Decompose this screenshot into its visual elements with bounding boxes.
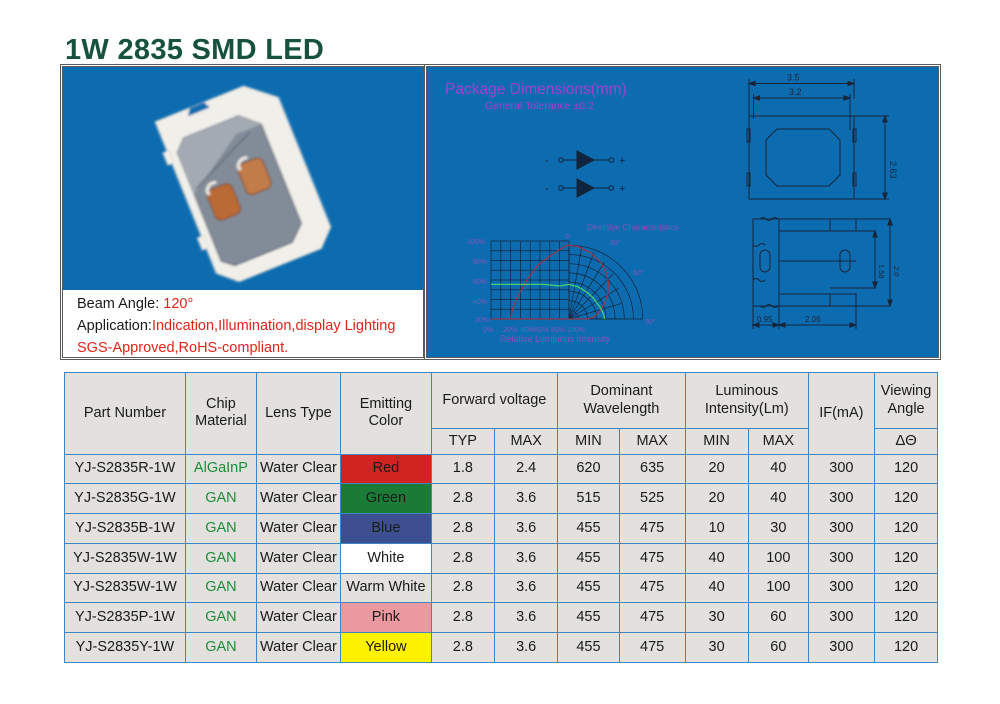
svg-text:20%: 20%	[475, 317, 489, 324]
svg-text:2.06: 2.06	[805, 315, 821, 324]
svg-text:Directive Characteristics: Directive Characteristics	[587, 222, 679, 232]
svg-text:60%: 60%	[473, 279, 487, 286]
svg-text:General Tolerance ±0.2: General Tolerance ±0.2	[485, 100, 594, 112]
svg-text:40%: 40%	[473, 299, 487, 306]
svg-text:Relative Luminous Intensity: Relative Luminous Intensity	[500, 334, 611, 344]
svg-text:+: +	[619, 183, 625, 195]
svg-text:-: -	[545, 155, 549, 167]
svg-text:0%: 0%	[483, 327, 493, 334]
svg-text:2.63: 2.63	[888, 161, 898, 179]
svg-text:100%: 100%	[467, 239, 485, 246]
svg-text:3.2: 3.2	[789, 87, 802, 97]
svg-text:20%: 20%	[503, 327, 517, 334]
svg-text:30°: 30°	[610, 239, 621, 247]
svg-text:0.95: 0.95	[757, 315, 773, 324]
svg-text:60% 80% 100%: 60% 80% 100%	[535, 327, 585, 334]
svg-text:3.5: 3.5	[787, 73, 800, 83]
svg-text:Package Dimensions(mm): Package Dimensions(mm)	[445, 81, 627, 98]
svg-text:60°: 60°	[633, 269, 644, 277]
svg-text:80%: 80%	[473, 259, 487, 266]
svg-text:90°: 90°	[645, 318, 656, 326]
svg-text:40%: 40%	[521, 327, 535, 334]
svg-text:+: +	[619, 155, 625, 167]
svg-text:0°: 0°	[565, 233, 572, 241]
svg-text:1.58: 1.58	[877, 264, 886, 279]
svg-text:-: -	[545, 183, 549, 195]
svg-text:2.0: 2.0	[892, 266, 901, 276]
